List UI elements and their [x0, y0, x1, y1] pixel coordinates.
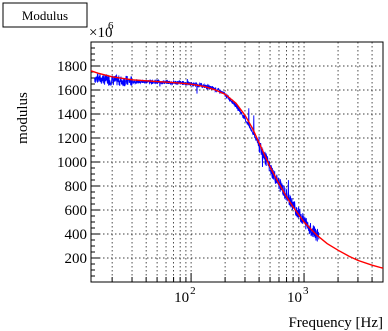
- y-tick-label: 1600: [57, 83, 87, 99]
- y-tick-label: 200: [65, 251, 88, 267]
- series: [90, 70, 384, 269]
- x-tick-label-base: 10: [287, 290, 302, 306]
- y-tick-label: 1000: [57, 155, 87, 171]
- y-tick-label: 600: [65, 203, 88, 219]
- y-axis-title: modulus: [15, 92, 31, 144]
- chart-title-box: Modulus: [2, 2, 88, 28]
- y-tick-label: 400: [65, 227, 88, 243]
- x-tick-label-base: 10: [174, 290, 189, 306]
- fit-series-line: [90, 70, 384, 269]
- y-tick-label: 1400: [57, 107, 87, 123]
- y-tick-label: 800: [65, 179, 88, 195]
- grid-lines: [91, 42, 384, 282]
- x-tick-labels: 10 2 10 3: [174, 285, 309, 306]
- axis-ticks: [91, 47, 384, 282]
- x-tick-label-exponent: 2: [190, 285, 196, 297]
- y-tick-label: 1800: [57, 59, 87, 75]
- x-tick-label: 10 2: [174, 285, 196, 306]
- y-multiplier: ×10 6: [89, 20, 114, 41]
- y-tick-label: 1200: [57, 131, 87, 147]
- chart-title: Modulus: [22, 8, 68, 23]
- x-tick-label: 10 3: [287, 285, 309, 306]
- measured-series-line: [94, 73, 320, 242]
- x-axis-title: Frequency [Hz]: [288, 315, 383, 331]
- x-tick-label-exponent: 3: [303, 285, 309, 297]
- y-multiplier-base: ×10: [89, 25, 112, 41]
- y-tick-labels: 200 400 600 800 1000 1200 1400 1600 1800: [57, 59, 87, 267]
- y-multiplier-exponent: 6: [108, 20, 114, 32]
